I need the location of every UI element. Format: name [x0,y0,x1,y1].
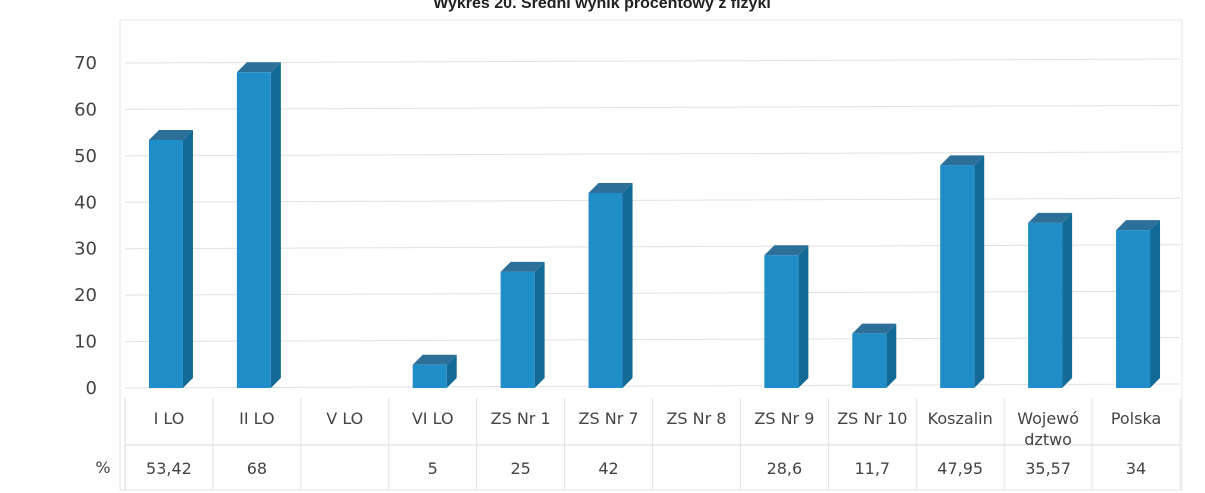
bars [148,62,1161,389]
bar-top [412,354,457,365]
bar-top [236,62,281,73]
bar-side [886,323,897,388]
category-label: Koszalin [928,409,993,428]
bar-top [1028,212,1073,223]
gridlines [124,58,1181,389]
category-label: ZS Nr 9 [754,409,814,428]
bar [1116,230,1151,388]
category-label: ZS Nr 10 [837,409,907,428]
y-tick-label: 0 [86,378,97,399]
bar-side [270,62,281,389]
category-label: dztwo [1024,430,1072,449]
category-label: ZS Nr 1 [491,409,551,428]
bar [236,72,271,389]
bar [1028,222,1063,388]
gridline [124,337,1181,343]
table-unit-label: % [95,458,110,477]
y-tick-label: 10 [74,332,97,353]
bar-top [1116,220,1161,231]
bar-side [1062,212,1073,388]
data-table: % I LO 53,42 II LO 68 V LO VI LO 5 ZS Nr 1 25 ZS N… [95,398,1181,490]
category-label: Polska [1111,409,1161,428]
y-tick-label: 70 [74,53,97,74]
bar-side [622,183,633,388]
gridline [124,197,1181,203]
y-tick-label: 30 [74,239,97,260]
bar-side [798,245,809,388]
category-label: V LO [326,409,363,428]
bar-top [148,129,193,140]
bar [852,333,887,388]
data-label: 47,95 [937,459,983,478]
bar [588,193,623,388]
plot-frame [119,19,1183,491]
bar [412,364,447,388]
gridline [124,151,1181,157]
y-tick-label: 50 [74,146,97,167]
data-label: 68 [247,459,267,478]
gridline [124,383,1181,389]
chart-title: Wykres 20. Średni wynik procentowy z fiz… [433,0,771,12]
category-label: ZS Nr 8 [666,409,726,428]
y-axis: 0 10 20 30 40 50 60 70 [74,53,97,399]
gridline [124,290,1181,296]
bar-top [500,261,545,272]
category-label: ZS Nr 7 [579,409,639,428]
category-label: VI LO [412,409,454,428]
bar [148,139,183,388]
bar-top [940,155,985,166]
bar [940,165,975,388]
data-label: 5 [428,459,438,478]
bar-side [1150,220,1161,388]
y-tick-label: 40 [74,192,97,213]
bar [500,271,535,388]
bar-top [764,245,809,256]
data-label: 34 [1126,459,1146,478]
bar-side [182,129,193,388]
category-label: II LO [239,409,274,428]
y-tick-label: 60 [74,99,97,120]
data-label: 35,57 [1025,459,1071,478]
bar-side [974,155,985,388]
data-label: 53,42 [146,459,192,478]
gridline [124,244,1181,250]
data-label: 11,7 [854,459,890,478]
gridline [124,58,1181,64]
gridline [124,104,1181,110]
bar-side [446,354,457,388]
bar [764,255,799,388]
bar-side [534,261,545,388]
bar-top [852,323,897,334]
data-label: 28,6 [767,459,803,478]
category-label: Wojewó [1017,409,1079,428]
category-label: I LO [154,409,185,428]
y-tick-label: 20 [74,285,97,306]
data-label: 25 [510,459,530,478]
data-label: 42 [598,459,618,478]
bar-top [588,183,633,193]
